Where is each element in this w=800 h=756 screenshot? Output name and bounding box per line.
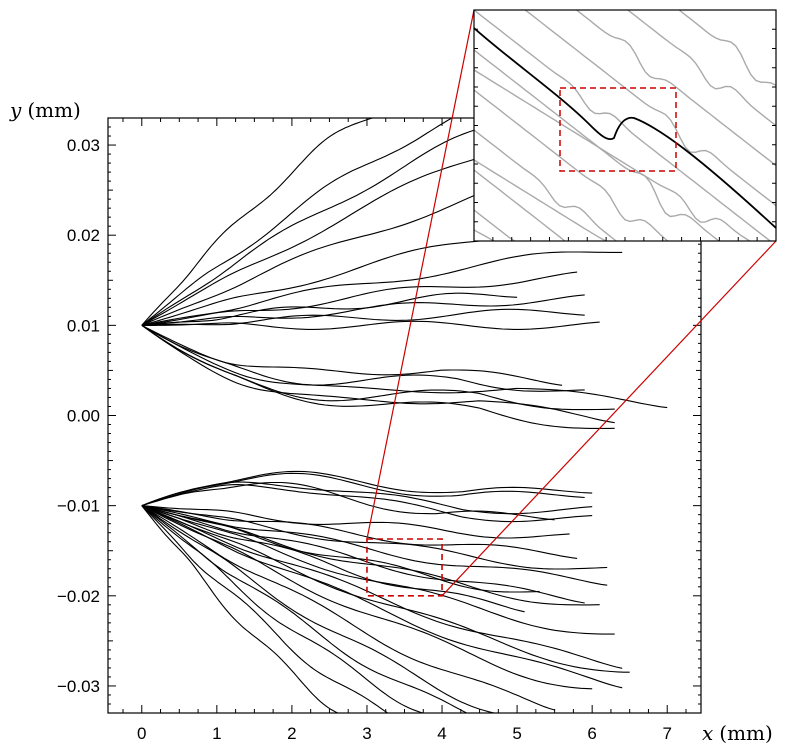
inset-gray-trajectory <box>474 169 567 241</box>
x-axis-title: x (mm) <box>702 721 773 745</box>
trajectory-line <box>141 324 668 409</box>
inset-zoom-panel <box>473 9 777 486</box>
trajectory-line <box>141 118 532 326</box>
y-tick-label: 0.03 <box>67 136 100 155</box>
trajectory-line <box>141 324 563 386</box>
y-tick-label: −0.01 <box>57 497 100 516</box>
zoom-connector-line <box>366 9 475 540</box>
x-tick-label: 1 <box>212 724 221 743</box>
y-tick-label: −0.02 <box>57 587 100 606</box>
trajectory-line <box>141 118 375 326</box>
trajectory-line <box>141 484 593 523</box>
trajectory-line <box>141 271 578 326</box>
inset-ticks <box>474 28 776 241</box>
trajectory-line <box>141 470 593 507</box>
x-tick-label: 4 <box>437 724 446 743</box>
inset-gray-trajectory <box>677 10 776 86</box>
y-tick-label: −0.03 <box>57 677 100 696</box>
trajectory-line <box>141 505 585 604</box>
x-tick-label: 7 <box>662 724 671 743</box>
inset-highlighted-trajectory <box>474 27 776 229</box>
trajectory-line <box>141 294 585 326</box>
trajectory-line <box>141 251 623 326</box>
x-tick-label: 0 <box>137 724 146 743</box>
trajectory-line <box>141 324 615 429</box>
trajectory-line <box>141 292 518 326</box>
x-tick-label: 5 <box>512 724 521 743</box>
x-tick-label: 2 <box>287 724 296 743</box>
trajectory-line <box>141 505 608 570</box>
trajectory-line <box>141 505 630 673</box>
inset-gray-trajectory <box>474 209 517 241</box>
trajectory-line <box>141 505 555 711</box>
trajectory-line <box>141 320 600 330</box>
trajectory-line <box>141 324 615 411</box>
trajectory-line <box>141 505 570 539</box>
trajectory-line <box>141 505 600 606</box>
inset-gray-trajectory <box>575 10 776 167</box>
x-axis-unit: (mm) <box>719 721 773 745</box>
trajectory-line <box>141 505 578 559</box>
y-axis-unit: (mm) <box>27 98 81 122</box>
trajectory-line <box>141 505 623 669</box>
y-tick-label: 0.00 <box>67 407 100 426</box>
trajectory-line <box>141 505 593 690</box>
axis-tick-labels: 0 1 2 3 4 5 6 7 0.03 0.02 0.01 0.00 −0.01 −0.02 −0.03 <box>57 136 672 743</box>
trajectory-line <box>141 481 555 521</box>
inset-gray-trajectory <box>626 10 776 127</box>
inset-gray-trajectory <box>474 10 772 241</box>
inset-trajectory-lines <box>474 10 776 486</box>
trajectory-line <box>141 118 454 326</box>
inset-gray-trajectory <box>474 129 618 241</box>
inset-gray-trajectory <box>474 49 720 241</box>
trajectory-line <box>141 505 425 713</box>
trajectory-line <box>141 505 615 635</box>
trajectory-line <box>141 308 585 326</box>
trajectory-line <box>141 324 585 392</box>
trajectory-line <box>141 505 340 713</box>
inset-gray-trajectory <box>474 69 752 241</box>
zoom-connector-line <box>441 240 777 597</box>
y-tick-label: 0.01 <box>67 316 100 335</box>
trajectory-lines <box>141 118 668 713</box>
trajectory-line <box>141 505 525 613</box>
trajectory-line <box>141 481 593 515</box>
x-tick-label: 3 <box>362 724 371 743</box>
trajectory-line <box>141 505 389 713</box>
y-axis-variable: y <box>9 98 22 122</box>
x-tick-label: 6 <box>587 724 596 743</box>
inset-gray-trajectory <box>474 250 776 486</box>
x-axis-variable: x <box>702 721 713 745</box>
inset-gray-trajectory <box>474 89 669 241</box>
trajectory-line <box>141 505 623 689</box>
inset-gray-trajectory <box>474 159 608 241</box>
y-axis-title: y (mm) <box>9 98 81 122</box>
trajectory-line <box>141 472 585 507</box>
y-tick-label: 0.02 <box>67 226 100 245</box>
trajectory-line <box>141 324 615 424</box>
inset-gray-trajectory <box>474 229 496 241</box>
zoom-region-box <box>366 538 443 597</box>
trajectory-line <box>141 505 497 713</box>
trajectory-line <box>141 505 540 593</box>
